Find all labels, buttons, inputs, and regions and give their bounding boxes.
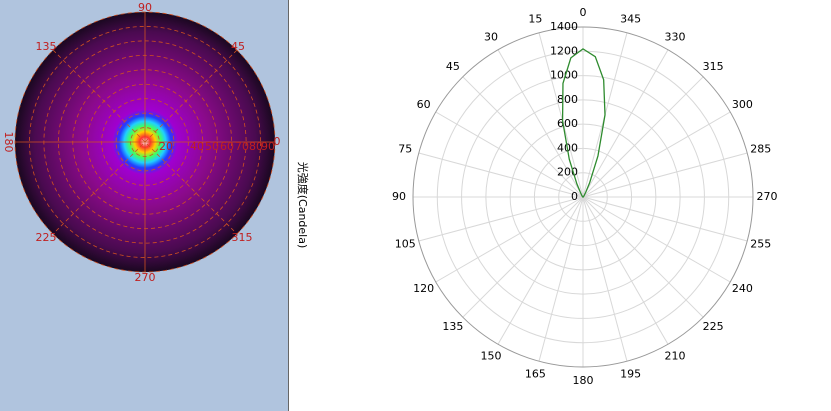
angle-tick-label: 345 [620, 12, 641, 25]
y-axis-label: 光強度(Candela) [296, 162, 310, 249]
image-ring [14, 11, 276, 273]
angle-tick-label: 255 [750, 238, 771, 251]
r-tick-label: 1400 [550, 20, 578, 33]
image-angle-label: 0 [274, 135, 281, 148]
image-radius-label: 20 [159, 140, 173, 153]
angle-tick-label: 195 [620, 368, 641, 381]
image-ring [115, 112, 175, 172]
angle-tick-label: 165 [525, 368, 546, 381]
image-angle-label: 270 [135, 271, 156, 284]
angle-tick-label: 105 [395, 238, 416, 251]
r-tick-label: 600 [557, 117, 578, 130]
ring-grid-line [436, 50, 730, 344]
radial-grid-line [497, 196, 584, 345]
ring-grid-line [461, 75, 705, 319]
radial-grid-line [582, 76, 704, 198]
image-radius-label: 70 [235, 140, 249, 153]
image-angle-label: 180 [2, 132, 15, 153]
angle-tick-label: 285 [750, 142, 771, 155]
image-grid [14, 11, 276, 273]
angle-tick-label: 180 [573, 374, 594, 387]
image-ring [29, 26, 261, 258]
radial-grid-line [582, 49, 669, 198]
radial-grid-line [538, 196, 584, 362]
angle-tick-label: 30 [484, 31, 498, 44]
r-tick-label: 1200 [550, 44, 578, 57]
radial-grid-line [582, 111, 731, 198]
image-radius-label: 60 [220, 140, 234, 153]
angle-tick-label: 270 [757, 190, 778, 203]
image-ring [101, 98, 189, 186]
angle-tick-label: 75 [398, 142, 412, 155]
angle-tick-label: 210 [665, 349, 686, 362]
ring-grid-line [509, 123, 657, 271]
image-radius-label: 90 [261, 140, 275, 153]
radial-grid-line [462, 196, 584, 318]
image-ring [130, 127, 160, 157]
radial-grid-line [462, 76, 584, 198]
r-tick-label: 0 [571, 190, 578, 203]
image-ring [43, 40, 247, 244]
image-radius-label: 40 [190, 140, 204, 153]
angle-tick-label: 330 [665, 31, 686, 44]
angle-tick-label: 240 [732, 282, 753, 295]
image-radius-label: 50 [205, 140, 219, 153]
radial-grid-line [538, 32, 584, 198]
radial-grid-line [582, 196, 628, 362]
ring-grid-line [485, 99, 681, 295]
radial-grid-line [435, 111, 584, 198]
angle-tick-label: 225 [703, 320, 724, 333]
image-ring [57, 54, 233, 230]
image-ring [86, 83, 204, 201]
angle-tick-label: 300 [732, 98, 753, 111]
radial-grid-line [418, 196, 584, 242]
image-angle-label: 225 [36, 231, 57, 244]
ring-grid-line [412, 26, 754, 368]
ring-grid-line [533, 147, 633, 247]
angle-tick-label: 15 [528, 12, 542, 25]
angle-tick-label: 60 [417, 98, 431, 111]
image-angle-label: 315 [232, 231, 253, 244]
radial-grid-line [582, 196, 748, 242]
angle-tick-label: 45 [446, 60, 460, 73]
radial-grid-line [435, 196, 584, 283]
angle-tick-label: 120 [413, 282, 434, 295]
angle-tick-label: 135 [442, 320, 463, 333]
angle-tick-label: 150 [481, 349, 502, 362]
image-ring [72, 69, 218, 215]
angle-tick-label: 90 [392, 190, 406, 203]
angle-tick-label: 0 [580, 6, 587, 19]
r-tick-label: 800 [557, 93, 578, 106]
r-tick-label: 1000 [550, 69, 578, 82]
intensity-curve [561, 48, 606, 198]
radial-grid-line [497, 49, 584, 198]
radial-grid-line [582, 196, 669, 345]
image-angle-label: 135 [36, 40, 57, 53]
angle-tick-label: 315 [703, 60, 724, 73]
radial-grid-line [582, 196, 704, 318]
radial-grid-line [582, 196, 731, 283]
image-radius-label: 80 [249, 140, 263, 153]
ring-grid-line [558, 172, 608, 222]
image-angle-label: 90 [138, 1, 152, 14]
image-angle-label: 45 [231, 40, 245, 53]
radial-grid-line [582, 152, 748, 198]
radial-grid-line [418, 152, 584, 198]
